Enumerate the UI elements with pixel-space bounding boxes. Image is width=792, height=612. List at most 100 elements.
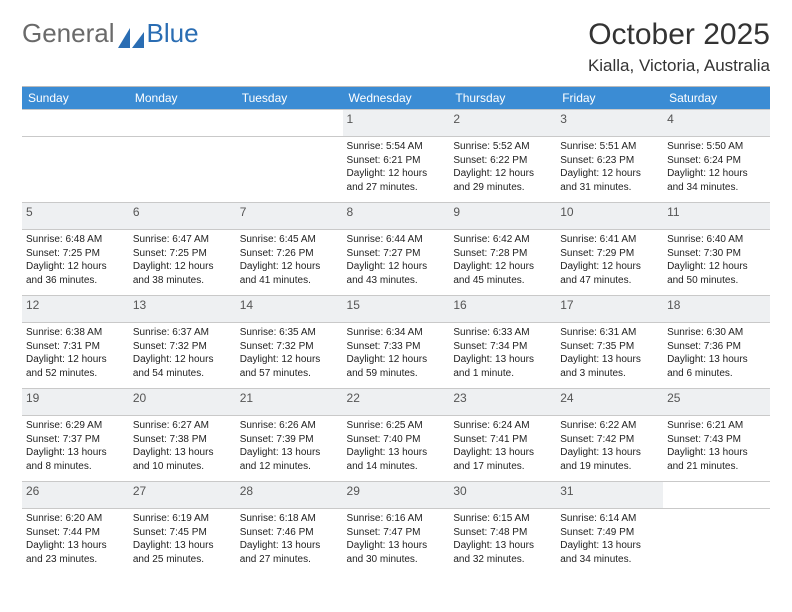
day-number-cell: 6 bbox=[129, 203, 236, 230]
day-body-cell bbox=[22, 137, 129, 203]
day-number-cell: 26 bbox=[22, 482, 129, 509]
day-number-cell bbox=[663, 482, 770, 509]
day-body-cell: Sunrise: 6:15 AMSunset: 7:48 PMDaylight:… bbox=[449, 509, 556, 575]
day-details: Sunrise: 6:25 AMSunset: 7:40 PMDaylight:… bbox=[347, 416, 446, 473]
daylight-line: Daylight: 13 hours and 14 minutes. bbox=[347, 446, 446, 473]
sunrise-line: Sunrise: 6:31 AM bbox=[560, 326, 659, 340]
logo-sail-icon bbox=[118, 24, 144, 44]
day-details: Sunrise: 6:38 AMSunset: 7:31 PMDaylight:… bbox=[26, 323, 125, 380]
daylight-line: Daylight: 13 hours and 6 minutes. bbox=[667, 353, 766, 380]
day-number-cell: 21 bbox=[236, 389, 343, 416]
day-body-cell: Sunrise: 6:40 AMSunset: 7:30 PMDaylight:… bbox=[663, 230, 770, 296]
day-details: Sunrise: 6:15 AMSunset: 7:48 PMDaylight:… bbox=[453, 509, 552, 566]
daylight-line: Daylight: 12 hours and 29 minutes. bbox=[453, 167, 552, 194]
day-number: 17 bbox=[560, 298, 573, 312]
sunrise-line: Sunrise: 6:42 AM bbox=[453, 233, 552, 247]
day-number-cell: 3 bbox=[556, 110, 663, 137]
sunset-line: Sunset: 7:47 PM bbox=[347, 526, 446, 540]
day-body-cell: Sunrise: 6:27 AMSunset: 7:38 PMDaylight:… bbox=[129, 416, 236, 482]
daynum-row: 1 234 bbox=[22, 110, 770, 137]
day-number: 16 bbox=[453, 298, 466, 312]
day-body-cell: Sunrise: 6:16 AMSunset: 7:47 PMDaylight:… bbox=[343, 509, 450, 575]
daylight-line: Daylight: 13 hours and 25 minutes. bbox=[133, 539, 232, 566]
sunset-line: Sunset: 7:32 PM bbox=[240, 340, 339, 354]
sunrise-line: Sunrise: 6:37 AM bbox=[133, 326, 232, 340]
day-number-cell: 8 bbox=[343, 203, 450, 230]
day-details: Sunrise: 6:31 AMSunset: 7:35 PMDaylight:… bbox=[560, 323, 659, 380]
sunrise-line: Sunrise: 6:19 AM bbox=[133, 512, 232, 526]
daylight-line: Daylight: 12 hours and 27 minutes. bbox=[347, 167, 446, 194]
day-details: Sunrise: 6:33 AMSunset: 7:34 PMDaylight:… bbox=[453, 323, 552, 380]
daylight-line: Daylight: 12 hours and 36 minutes. bbox=[26, 260, 125, 287]
day-body-cell: Sunrise: 6:45 AMSunset: 7:26 PMDaylight:… bbox=[236, 230, 343, 296]
day-body-cell: Sunrise: 5:54 AMSunset: 6:21 PMDaylight:… bbox=[343, 137, 450, 203]
day-number: 9 bbox=[453, 205, 460, 219]
sunset-line: Sunset: 7:41 PM bbox=[453, 433, 552, 447]
day-body-cell: Sunrise: 6:26 AMSunset: 7:39 PMDaylight:… bbox=[236, 416, 343, 482]
day-number: 23 bbox=[453, 391, 466, 405]
weekday-header: Monday bbox=[129, 87, 236, 110]
sunset-line: Sunset: 7:33 PM bbox=[347, 340, 446, 354]
day-number: 4 bbox=[667, 112, 674, 126]
week-row: Sunrise: 6:38 AMSunset: 7:31 PMDaylight:… bbox=[22, 323, 770, 389]
sunset-line: Sunset: 7:27 PM bbox=[347, 247, 446, 261]
day-details: Sunrise: 6:29 AMSunset: 7:37 PMDaylight:… bbox=[26, 416, 125, 473]
day-body-cell: Sunrise: 6:34 AMSunset: 7:33 PMDaylight:… bbox=[343, 323, 450, 389]
day-details: Sunrise: 6:30 AMSunset: 7:36 PMDaylight:… bbox=[667, 323, 766, 380]
day-details: Sunrise: 6:47 AMSunset: 7:25 PMDaylight:… bbox=[133, 230, 232, 287]
sunrise-line: Sunrise: 6:47 AM bbox=[133, 233, 232, 247]
day-number: 21 bbox=[240, 391, 253, 405]
daylight-line: Daylight: 13 hours and 12 minutes. bbox=[240, 446, 339, 473]
sunrise-line: Sunrise: 6:41 AM bbox=[560, 233, 659, 247]
day-number-cell: 14 bbox=[236, 296, 343, 323]
day-details: Sunrise: 6:22 AMSunset: 7:42 PMDaylight:… bbox=[560, 416, 659, 473]
day-body-cell: Sunrise: 5:50 AMSunset: 6:24 PMDaylight:… bbox=[663, 137, 770, 203]
day-number: 1 bbox=[347, 112, 354, 126]
day-body-cell: Sunrise: 6:30 AMSunset: 7:36 PMDaylight:… bbox=[663, 323, 770, 389]
weekday-header-row: Sunday Monday Tuesday Wednesday Thursday… bbox=[22, 87, 770, 110]
day-number: 12 bbox=[26, 298, 39, 312]
day-number: 11 bbox=[667, 205, 679, 219]
brand-part1: General bbox=[22, 18, 115, 49]
day-body-cell: Sunrise: 6:31 AMSunset: 7:35 PMDaylight:… bbox=[556, 323, 663, 389]
day-body-cell: Sunrise: 6:25 AMSunset: 7:40 PMDaylight:… bbox=[343, 416, 450, 482]
daylight-line: Daylight: 12 hours and 41 minutes. bbox=[240, 260, 339, 287]
day-body-cell: Sunrise: 6:21 AMSunset: 7:43 PMDaylight:… bbox=[663, 416, 770, 482]
sunrise-line: Sunrise: 6:30 AM bbox=[667, 326, 766, 340]
sunset-line: Sunset: 7:28 PM bbox=[453, 247, 552, 261]
daylight-line: Daylight: 13 hours and 1 minute. bbox=[453, 353, 552, 380]
day-number-cell: 30 bbox=[449, 482, 556, 509]
sunrise-line: Sunrise: 6:44 AM bbox=[347, 233, 446, 247]
sunrise-line: Sunrise: 6:34 AM bbox=[347, 326, 446, 340]
daylight-line: Daylight: 13 hours and 34 minutes. bbox=[560, 539, 659, 566]
sunrise-line: Sunrise: 6:45 AM bbox=[240, 233, 339, 247]
sunset-line: Sunset: 7:25 PM bbox=[133, 247, 232, 261]
day-body-cell: Sunrise: 6:14 AMSunset: 7:49 PMDaylight:… bbox=[556, 509, 663, 575]
sunset-line: Sunset: 6:22 PM bbox=[453, 154, 552, 168]
sunset-line: Sunset: 7:25 PM bbox=[26, 247, 125, 261]
calendar-table: Sunday Monday Tuesday Wednesday Thursday… bbox=[22, 87, 770, 574]
day-details: Sunrise: 6:41 AMSunset: 7:29 PMDaylight:… bbox=[560, 230, 659, 287]
sunset-line: Sunset: 7:42 PM bbox=[560, 433, 659, 447]
weekday-header: Friday bbox=[556, 87, 663, 110]
week-row: Sunrise: 6:20 AMSunset: 7:44 PMDaylight:… bbox=[22, 509, 770, 575]
day-number-cell: 17 bbox=[556, 296, 663, 323]
day-number: 26 bbox=[26, 484, 39, 498]
sunset-line: Sunset: 7:37 PM bbox=[26, 433, 125, 447]
sunset-line: Sunset: 7:26 PM bbox=[240, 247, 339, 261]
sunrise-line: Sunrise: 6:35 AM bbox=[240, 326, 339, 340]
day-number-cell: 20 bbox=[129, 389, 236, 416]
sunset-line: Sunset: 7:30 PM bbox=[667, 247, 766, 261]
daylight-line: Daylight: 13 hours and 17 minutes. bbox=[453, 446, 552, 473]
sunrise-line: Sunrise: 5:54 AM bbox=[347, 140, 446, 154]
day-number-cell: 25 bbox=[663, 389, 770, 416]
sunset-line: Sunset: 7:35 PM bbox=[560, 340, 659, 354]
day-details: Sunrise: 6:45 AMSunset: 7:26 PMDaylight:… bbox=[240, 230, 339, 287]
sunrise-line: Sunrise: 6:48 AM bbox=[26, 233, 125, 247]
day-number-cell: 11 bbox=[663, 203, 770, 230]
sunrise-line: Sunrise: 6:14 AM bbox=[560, 512, 659, 526]
sunset-line: Sunset: 7:43 PM bbox=[667, 433, 766, 447]
day-number-cell: 2 bbox=[449, 110, 556, 137]
day-details: Sunrise: 6:40 AMSunset: 7:30 PMDaylight:… bbox=[667, 230, 766, 287]
day-number: 18 bbox=[667, 298, 680, 312]
